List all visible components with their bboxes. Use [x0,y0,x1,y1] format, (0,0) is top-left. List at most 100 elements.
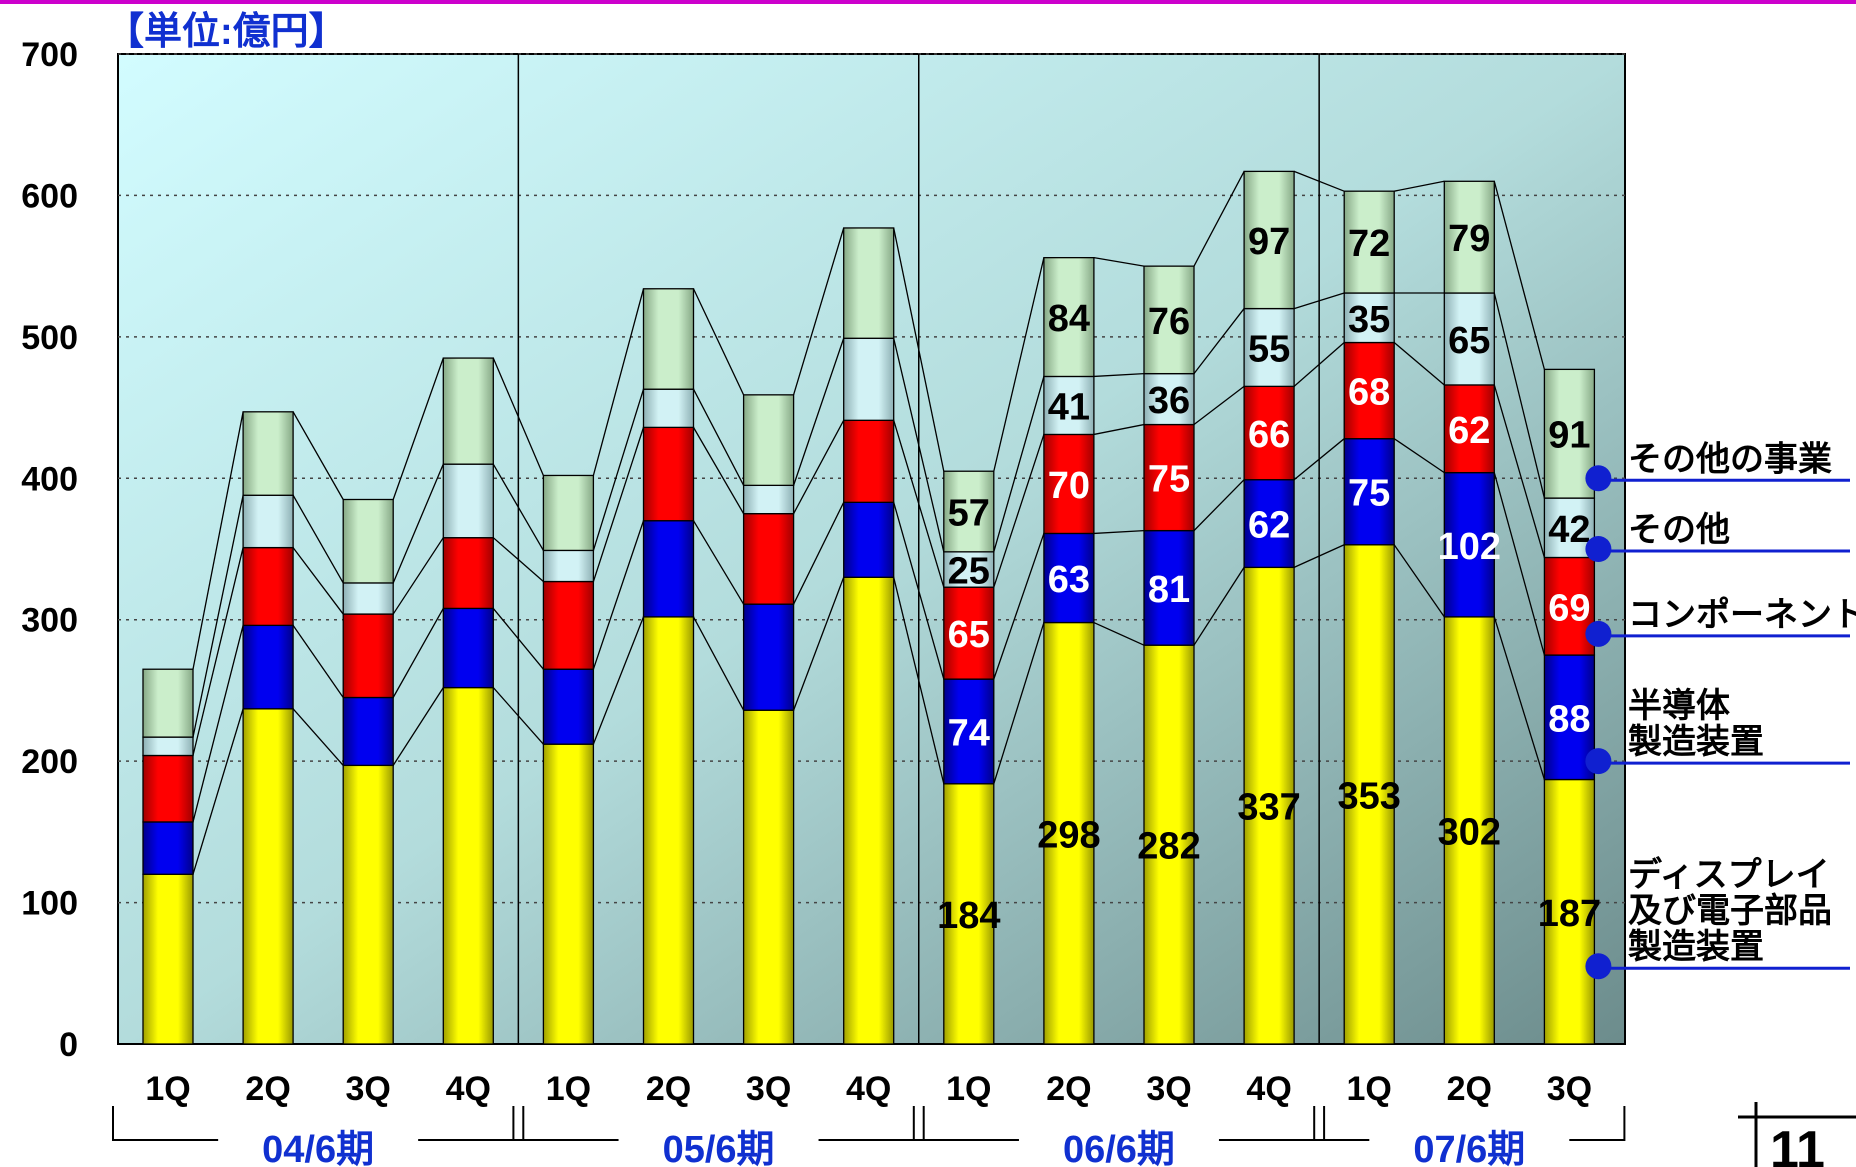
legend-label: その他の事業 [1628,440,1832,478]
connector-line [692,520,745,605]
bar-segment [742,709,795,1045]
bar-segment [1043,621,1095,1045]
connector-line [1193,567,1245,646]
bar-segment [242,624,294,710]
connector-line [292,411,344,500]
bar-segment [843,576,895,1045]
legend-marker [1585,536,1612,562]
connector-line [893,420,945,588]
top-accent-line [0,0,1856,4]
bar-segment [142,873,194,1045]
data-labels: 184 74 65 25 57 298 63 70 41 84 282 81 75 36 76 337 62 66… [937,218,1601,937]
y-tick-label: 400 [21,460,78,498]
period-bracket [112,1106,219,1141]
x-tick-label: 3Q [746,1070,791,1108]
bar-segment [642,520,695,618]
bar-segment [142,754,194,823]
bar-segment [1143,372,1195,426]
data-label: 84 [1048,298,1090,340]
data-label: 75 [1348,473,1390,515]
connector-line [1193,171,1245,267]
connector-line [993,622,1045,784]
connector-line [993,533,1045,680]
connector-line [993,376,1045,553]
connector-line [1293,544,1345,568]
y-tick-label: 500 [21,319,78,357]
bar-segment [742,394,795,487]
x-tick-label: 3Q [1146,1070,1191,1108]
legend-label: コンポーネント [1628,595,1856,634]
data-label: 298 [1037,814,1100,856]
bar-segment [242,546,294,627]
period-label: 06/6期 [1063,1129,1175,1167]
data-label: 57 [948,493,990,535]
period-label: 05/6期 [663,1129,775,1167]
data-label: 35 [1348,299,1390,341]
connector-line [192,625,244,823]
data-label: 337 [1237,787,1300,829]
data-label: 55 [1248,328,1290,370]
connector-line [392,357,444,500]
bar-segment [342,696,394,767]
x-tick-label: 1Q [946,1070,991,1108]
bars [142,170,1596,1045]
bar-segment [1343,341,1395,440]
x-tick-label: 3Q [346,1070,391,1108]
data-label: 75 [1148,459,1190,501]
data-label: 66 [1248,414,1290,456]
bar-segment [1243,566,1295,1045]
connector-line [1093,372,1145,378]
legend-label: 及び電子部品 [1628,892,1832,930]
connector-line [793,502,845,605]
bar-segment [142,668,194,738]
data-label: 69 [1548,587,1590,629]
data-label: 42 [1548,509,1590,551]
bar-segment [342,498,394,584]
bar-segment [1343,438,1395,546]
bar-segment [142,736,194,757]
connector-line [492,537,544,583]
data-label: 65 [948,614,990,656]
bar-segment [1243,170,1295,310]
period-bracket [1313,1106,1370,1141]
bar-segment [542,743,595,1045]
bar-segment [142,821,194,875]
bar-segment [1443,292,1495,386]
data-label: 81 [1148,569,1190,611]
y-tick-label: 600 [21,177,78,215]
data-label: 70 [1048,465,1090,507]
data-label: 62 [1448,410,1490,452]
data-label: 41 [1048,386,1090,428]
bar-segment [542,668,595,745]
connector-line [692,288,745,396]
bar-segment [843,337,895,421]
bar-segment [1343,190,1395,294]
bar-segment [442,607,494,689]
bar-segment [1243,479,1295,569]
bar-segment [1543,368,1596,499]
connector-line [1193,308,1245,375]
data-label: 74 [948,712,990,754]
bar-segment [1043,532,1095,624]
data-label: 353 [1337,775,1400,817]
connector-line [1293,170,1345,192]
connector-line [192,411,244,670]
connector-line [292,494,344,584]
connector-line [1193,479,1245,532]
bar-segment [1343,292,1395,344]
bar-segment [843,501,895,578]
connector-line [392,687,444,766]
connector-line [1393,342,1445,386]
bar-segment [742,512,795,605]
bar-segment [1443,471,1495,618]
data-label: 187 [1538,893,1601,935]
connector-line [1493,181,1546,370]
connector-lines [192,170,1546,875]
x-tick-label: 2Q [245,1070,290,1108]
x-tick-label: 4Q [846,1070,891,1108]
bar-segment [1243,385,1295,481]
data-label: 79 [1448,218,1490,260]
x-tick-label: 1Q [1347,1070,1392,1108]
data-label: 184 [937,895,1000,937]
